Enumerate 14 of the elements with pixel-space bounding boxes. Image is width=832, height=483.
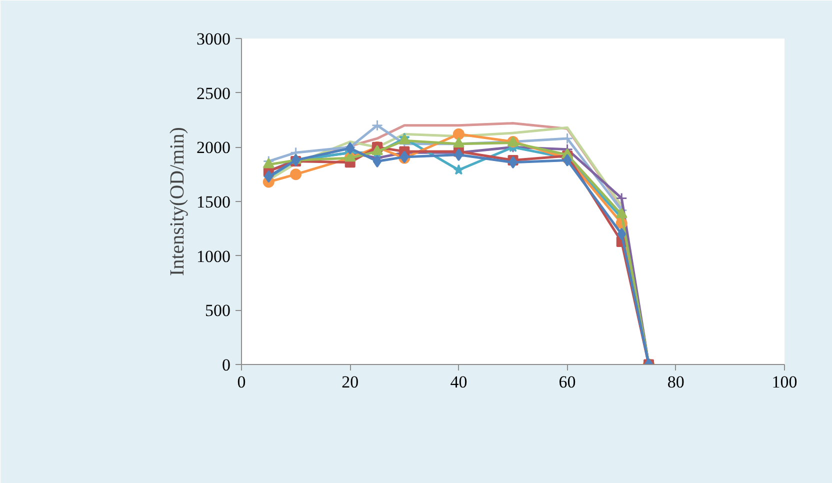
- y-tick-label: 1000: [196, 246, 230, 266]
- x-tick-label: 60: [558, 372, 576, 392]
- y-axis-title: Intensity(OD/min): [166, 127, 188, 276]
- y-tick-label: 3000: [196, 30, 230, 48]
- y-tick-label: 2000: [196, 138, 230, 158]
- y-tick-label: 500: [205, 301, 230, 320]
- x-tick-label: 20: [342, 372, 359, 392]
- y-tick-label: 1500: [196, 192, 230, 212]
- x-tick-label: 0: [237, 372, 246, 392]
- x-tick-label: 40: [450, 372, 468, 392]
- x-tick-label: 80: [667, 372, 684, 392]
- y-tick-label: 2500: [196, 84, 230, 103]
- x-tick-label: 100: [772, 372, 798, 392]
- y-tick-label: 0: [222, 356, 230, 374]
